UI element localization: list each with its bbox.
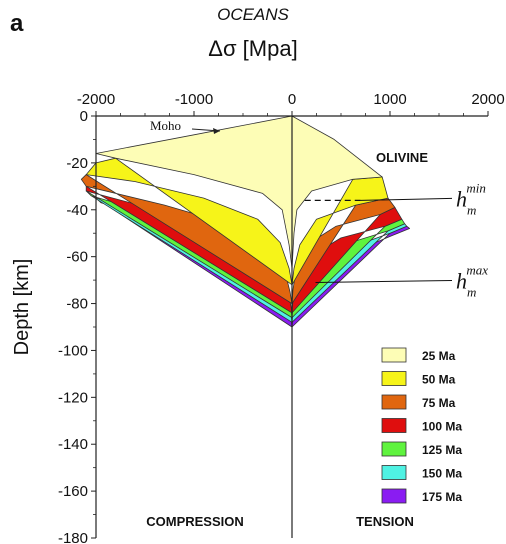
hm-max-superscript: max	[466, 262, 488, 277]
legend-label: 150 Ma	[422, 467, 462, 481]
legend-swatch	[381, 465, 407, 480]
panel-letter: a	[10, 10, 24, 37]
y-tick-label: -180	[58, 530, 88, 544]
legend-swatch	[381, 371, 407, 386]
area-25-ma-compression	[95, 115, 293, 269]
x-tick-label: 0	[288, 91, 296, 108]
moho-arrowhead	[213, 128, 220, 134]
y-tick-label: -120	[58, 389, 88, 406]
olivine-label: OLIVINE	[376, 150, 428, 165]
legend-label: 75 Ma	[422, 396, 456, 410]
axes-group: -2000 -1000 0 1000 2000 0 -20 -40 -60 -80 -100 -120…	[11, 91, 505, 544]
legend-swatch	[381, 488, 407, 504]
x-axis-label: Δσ [Mpa]	[208, 36, 298, 61]
hm-max-leader	[315, 279, 453, 283]
legend-label: 100 Ma	[422, 420, 462, 434]
hm-min-subscript: m	[467, 202, 476, 217]
legend-swatch	[381, 418, 407, 433]
y-axis-label: Depth [km]	[11, 259, 33, 356]
tension-label: TENSION	[356, 514, 414, 529]
area-25-ma-tension	[291, 115, 383, 269]
y-tick-label: -80	[66, 296, 88, 313]
x-tick-label: -1000	[175, 91, 213, 108]
legend: 25 Ma 50 Ma 75 Ma 100 Ma 125 Ma 150 Ma 175 Ma	[381, 347, 462, 504]
legend-swatch	[381, 394, 407, 410]
area-50-ma-tension	[291, 176, 389, 286]
area-series-group	[80, 115, 410, 538]
compression-label: COMPRESSION	[146, 514, 244, 529]
hm-min-superscript: min	[466, 180, 486, 195]
moho-label: Moho	[150, 118, 181, 133]
y-tick-label: -160	[58, 483, 88, 500]
x-tick-label: 2000	[471, 91, 504, 108]
legend-label: 175 Ma	[422, 490, 462, 504]
x-tick-label: -2000	[77, 91, 115, 108]
y-tick-label: -60	[66, 249, 88, 266]
legend-swatch	[381, 347, 407, 363]
y-tick-label: -100	[58, 342, 88, 359]
y-tick-label: -140	[58, 436, 88, 453]
area-50-ma-compression	[85, 157, 293, 286]
y-tick-label: -40	[66, 202, 88, 219]
y-tick-label: 0	[80, 108, 88, 125]
legend-label: 125 Ma	[422, 443, 462, 457]
hm-max-label: hmmax	[456, 262, 488, 299]
hm-max-subscript: m	[467, 284, 476, 299]
hm-min-label: hmmin	[456, 180, 486, 217]
x-tick-label: 1000	[373, 91, 406, 108]
chart-title: OCEANS	[217, 5, 289, 24]
hm-min-leader	[360, 197, 453, 201]
legend-label: 25 Ma	[422, 349, 456, 363]
y-tick-label: -20	[66, 155, 88, 172]
legend-swatch	[381, 441, 407, 457]
legend-label: 50 Ma	[422, 373, 456, 387]
